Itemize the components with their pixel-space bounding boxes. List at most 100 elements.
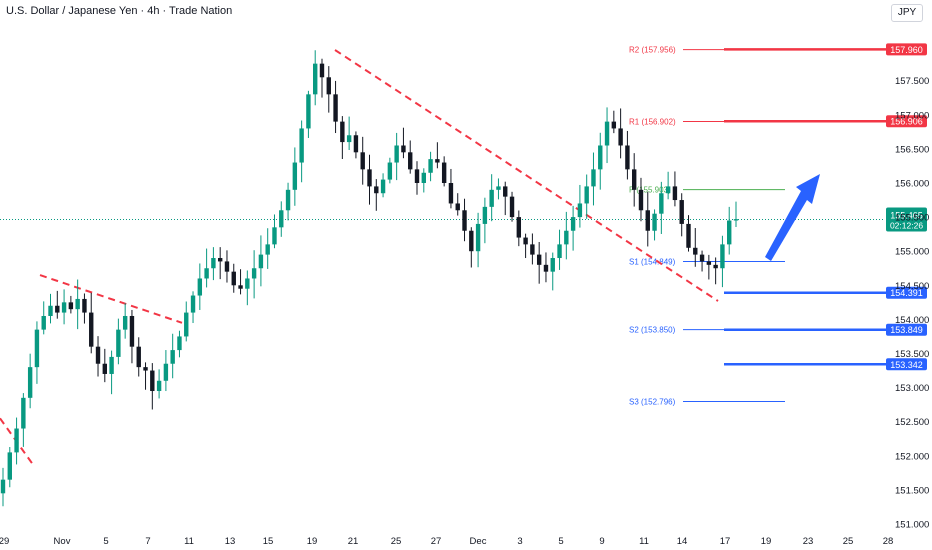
- candle-body: [360, 152, 365, 170]
- candle-body: [306, 94, 311, 129]
- candle-body: [89, 312, 94, 347]
- time-axis: 29 Nov 5 7 11 13 15 19 21 25 27 Dec 3 5 9 11 14 17 19 23 25 2…: [0, 536, 893, 547]
- candle-body: [265, 244, 270, 255]
- price-tag: [886, 358, 927, 371]
- y-tick-label: 156.500: [895, 144, 929, 155]
- candle-body: [693, 247, 698, 255]
- candle-body: [475, 223, 481, 252]
- candle-body: [238, 285, 243, 289]
- y-tick-label: 157.500: [895, 76, 929, 87]
- candle-body: [224, 261, 230, 272]
- trendline: [334, 49, 719, 302]
- x-tick-label: 3: [517, 536, 522, 547]
- x-tick-label: 9: [599, 536, 604, 547]
- candle-body: [346, 135, 352, 143]
- y-tick-label: 152.500: [895, 417, 929, 428]
- candle-body: [326, 77, 331, 95]
- y-tick-label: 153.500: [895, 349, 929, 360]
- candle-body: [333, 94, 338, 122]
- candle-body: [516, 217, 522, 238]
- price-tag: [886, 323, 927, 336]
- price-tag-label: 156.906: [890, 117, 923, 127]
- pivot-r2-label: R2 (157.956): [629, 46, 676, 55]
- y-tick-label: 156.000: [895, 179, 929, 190]
- candle-body: [611, 121, 617, 129]
- candle-body: [570, 217, 576, 231]
- x-tick-label: 5: [558, 536, 563, 547]
- candle-body: [686, 223, 691, 248]
- last-price-tag: [886, 207, 927, 232]
- candle-body: [543, 264, 549, 272]
- candle-body: [536, 254, 542, 265]
- candle-body: [102, 363, 108, 374]
- x-tick-label: Nov: [54, 536, 71, 547]
- candle-body: [231, 271, 236, 286]
- x-tick-label: 19: [307, 536, 318, 547]
- candles: [0, 50, 739, 507]
- candle-body: [367, 169, 372, 187]
- chart-title: U.S. Dollar / Japanese Yen · 4h · Trade …: [6, 5, 233, 17]
- candle-body: [95, 346, 101, 364]
- price-tag-label: 153.342: [890, 360, 923, 370]
- candle-body: [598, 145, 603, 170]
- candle-body: [706, 261, 712, 265]
- candle-body: [7, 452, 12, 480]
- candle-body: [387, 162, 393, 180]
- price-tag: [886, 286, 927, 299]
- y-tick-label: 151.500: [895, 485, 929, 496]
- candle-body: [523, 237, 528, 245]
- candle-body: [68, 302, 74, 310]
- candle-body: [720, 244, 725, 269]
- candle-body: [251, 268, 257, 279]
- candle-body: [313, 63, 318, 95]
- x-tick-label: 21: [348, 536, 359, 547]
- candle-body: [122, 315, 128, 330]
- candle-body: [679, 200, 684, 224]
- price-tag-label: 153.849: [890, 325, 923, 335]
- candle-body: [699, 254, 705, 262]
- candle-body: [564, 230, 569, 245]
- candle-body: [0, 479, 6, 494]
- pivot-level-lines: R2 (157.956) R1 (156.902) P (155.903) S1 (1…: [0, 43, 927, 407]
- candle-body: [733, 219, 739, 221]
- candle-body: [435, 159, 440, 163]
- x-tick-label: 5: [103, 536, 108, 547]
- x-tick-label: 11: [184, 536, 194, 547]
- x-tick-label: 14: [677, 536, 688, 547]
- candle-body: [489, 189, 494, 207]
- candle-body: [713, 264, 718, 269]
- x-tick-label: 15: [263, 536, 274, 547]
- price-tag-label: 154.391: [890, 288, 923, 298]
- pivot-s2-label: S2 (153.850): [629, 326, 676, 335]
- x-tick-label: 7: [145, 536, 150, 547]
- candle-body: [645, 210, 650, 231]
- candle-body: [190, 295, 196, 313]
- y-tick-label: 151.000: [895, 520, 929, 531]
- candle-body: [14, 428, 19, 453]
- candle-body: [482, 206, 488, 224]
- x-tick-label: 25: [843, 536, 854, 547]
- last-price-value: 155.465: [890, 210, 923, 220]
- candle-body: [285, 189, 291, 211]
- candle-body: [577, 203, 583, 218]
- pivot-s3-label: S3 (152.796): [629, 398, 676, 407]
- candle-body: [380, 179, 386, 194]
- candle-body: [177, 336, 182, 351]
- candle-body: [27, 367, 33, 398]
- candle-body: [163, 363, 169, 381]
- candle-body: [672, 186, 678, 201]
- price-axis: 151.000 151.500 152.000 152.500 153.000 153.5…: [895, 76, 929, 530]
- candle-body: [272, 227, 277, 245]
- pivot-s1-label: S1 (154.849): [629, 257, 676, 266]
- candle-body: [129, 315, 135, 347]
- candle-body: [184, 312, 189, 337]
- arrow-up-icon: [765, 174, 820, 261]
- candle-body: [604, 121, 610, 146]
- y-tick-label: 154.000: [895, 315, 929, 326]
- candle-body: [82, 298, 87, 313]
- currency-button[interactable]: JPY: [891, 4, 923, 22]
- candle-body: [394, 145, 399, 163]
- pivot-p-label: P (155.903): [629, 186, 671, 195]
- candle-body: [374, 186, 379, 194]
